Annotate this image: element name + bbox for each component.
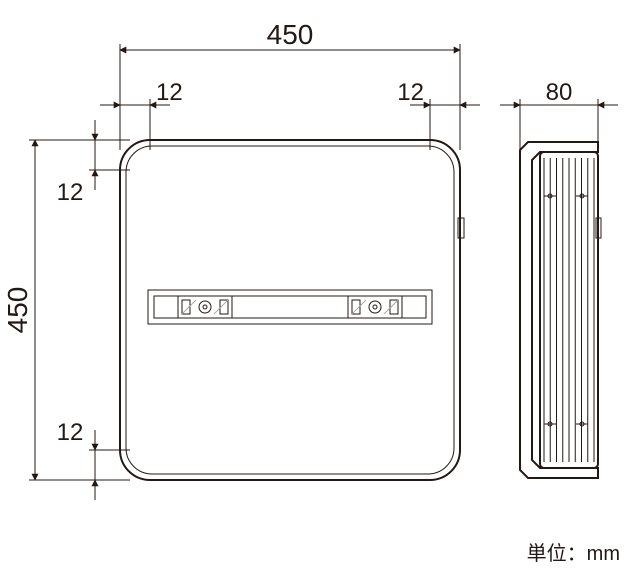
svg-text:450: 450: [267, 19, 314, 50]
side-view: [520, 142, 601, 478]
mount-bracket-right: [348, 296, 402, 318]
svg-text:12: 12: [397, 79, 424, 106]
svg-text:12: 12: [57, 419, 84, 446]
front-inner-frame: [126, 146, 454, 474]
dimensions: 450 12 12 450 12 12 80: [2, 19, 618, 500]
svg-text:80: 80: [546, 79, 573, 106]
dimension-drawing: 450 12 12 450 12 12 80 単位：mm: [0, 0, 640, 580]
side-ridges: [544, 158, 594, 462]
center-bar: [148, 290, 432, 324]
front-outer-frame: [120, 140, 460, 480]
unit-label: 単位：mm: [527, 542, 620, 565]
svg-text:12: 12: [156, 79, 183, 106]
svg-text:450: 450: [2, 287, 33, 334]
front-view: [120, 140, 464, 480]
svg-text:12: 12: [57, 179, 84, 206]
mount-bracket-left: [178, 296, 232, 318]
